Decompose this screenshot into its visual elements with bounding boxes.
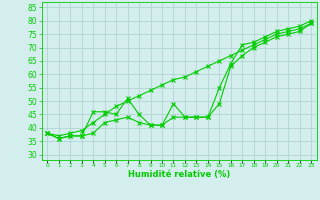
X-axis label: Humidité relative (%): Humidité relative (%) <box>128 170 230 179</box>
